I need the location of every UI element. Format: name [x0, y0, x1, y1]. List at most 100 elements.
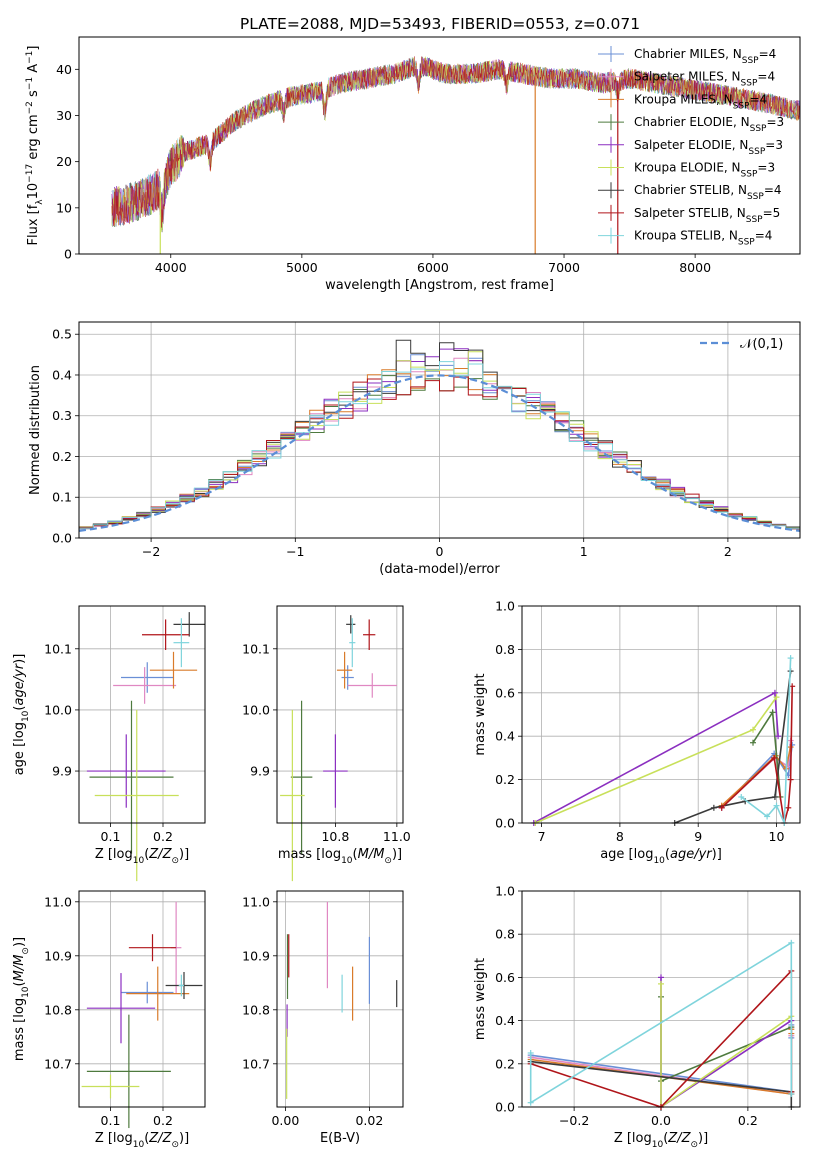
label-part: ( — [12, 981, 27, 986]
legend-entry-label: Salpeter STELIB, NSSP=5 — [634, 206, 780, 225]
x-tick-label: 7000 — [548, 260, 580, 275]
label-part: )] — [698, 1131, 708, 1146]
label-part: 10 — [133, 856, 145, 866]
label-part: Kroupa STELIB, N — [634, 229, 738, 243]
legend-entry-label: Chabrier MILES, NSSP=4 — [634, 47, 776, 66]
label-part: Z/Z — [148, 1131, 172, 1146]
x-axis-label: age [log10(age/yr)] — [600, 847, 722, 866]
y-tick-label: 0.6 — [495, 685, 515, 700]
y-tick-label: 10.7 — [44, 1056, 72, 1071]
x-axis-label: Z [log10(Z/Z⊙)] — [95, 847, 189, 866]
label-part: Chabrier STELIB, N — [634, 183, 747, 197]
label-part: Z/Z — [667, 1131, 691, 1146]
spectrum-series-line — [111, 56, 800, 232]
axes-frame — [78, 890, 206, 1108]
label-part: age [log — [12, 722, 27, 775]
y-tick-label: 1.0 — [495, 599, 515, 614]
axes-frame — [521, 890, 801, 1108]
x-tick-label: −2 — [142, 544, 160, 559]
label-part: SSP — [747, 192, 764, 202]
normal-reference-curve — [78, 374, 801, 532]
y-tick-label: 0.6 — [495, 970, 515, 985]
x-tick-label: 0.1 — [101, 829, 121, 844]
label-part: SSP — [738, 238, 755, 248]
label-part: −1 — [25, 51, 35, 64]
label-part: Kroupa ELODIE, N — [634, 161, 741, 175]
label-part: 10 — [21, 986, 31, 998]
label-part: 10 — [653, 856, 665, 866]
label-part: SSP — [733, 101, 750, 111]
y-axis-label: mass [log10(M/M⊙)] — [12, 937, 31, 1061]
x-tick-label: 0.02 — [355, 1113, 383, 1128]
label-part: A — [26, 64, 41, 77]
y-tick-label: 0.2 — [52, 449, 72, 464]
y-tick-label: 0.5 — [52, 327, 72, 342]
weight-series-line — [660, 983, 792, 1107]
y-tick-label: 0.8 — [495, 642, 515, 657]
x-axis-label: (data-model)/error — [379, 562, 500, 577]
label-part: Z [log — [95, 847, 133, 862]
y-tick-label: 0.0 — [495, 816, 515, 831]
label-part: Z [log — [95, 1131, 133, 1146]
x-tick-label: 0.1 — [101, 1113, 121, 1128]
y-axis-label: Normed distribution — [28, 365, 43, 495]
legend-entry-label: Kroupa MILES, NSSP=4 — [634, 92, 767, 111]
label-part: )] — [12, 937, 27, 947]
label-part: λ — [35, 199, 45, 205]
x-tick-label: 8 — [616, 829, 624, 844]
label-part: SSP — [748, 147, 765, 157]
x-tick-label: 7 — [538, 829, 546, 844]
legend-entry-label: Kroupa STELIB, NSSP=4 — [634, 229, 772, 248]
label-part: 10 — [133, 1140, 145, 1150]
legend-entry-label: 𝒩(0,1) — [740, 337, 783, 352]
y-tick-label: 0.1 — [52, 490, 72, 505]
weight-series-line — [534, 696, 778, 823]
weight-vs-metallicity-panel: −0.2 0.0 0.2 0.0 0.2 0.4 0.6 0.8 1.0 Z [log10(Z/Z… — [473, 884, 801, 1150]
y-tick-label: 9.9 — [250, 764, 270, 779]
label-part: =4 — [764, 183, 782, 197]
y-tick-label: 10.1 — [242, 641, 270, 656]
y-tick-label: 10.8 — [242, 1002, 270, 1017]
label-part: ] — [26, 46, 41, 51]
legend-entry-label: Kroupa ELODIE, NSSP=3 — [634, 161, 775, 180]
x-tick-label: 10 — [769, 829, 785, 844]
spectrum-series-line — [111, 56, 800, 228]
label-part: mass [log — [278, 847, 341, 862]
x-tick-label: −0.2 — [559, 1113, 589, 1128]
y-tick-label: 0.0 — [495, 1100, 515, 1115]
label-part: age/yr — [670, 847, 713, 862]
axes-frame — [521, 605, 801, 824]
age-vs-metallicity-panel: 0.1 0.29.910.010.1Z [log10(Z/Z⊙)]age [log… — [12, 605, 206, 882]
label-part: M/M — [12, 955, 27, 982]
label-part: SSP — [742, 56, 759, 66]
x-tick-label: 0.2 — [738, 1113, 758, 1128]
weight-series-line — [533, 691, 779, 823]
y-axis-label: mass weight — [473, 958, 488, 1040]
x-axis-label: mass [log10(M/M⊙)] — [278, 847, 402, 866]
label-part: =3 — [766, 115, 784, 129]
x-tick-label: 5000 — [286, 260, 318, 275]
y-axis-label: Flux [fλ10−17 erg cm−2 s−1 A−1] — [25, 46, 45, 246]
label-part: )] — [12, 654, 27, 664]
label-part: SSP — [746, 215, 763, 225]
y-tick-label: 11.0 — [44, 894, 72, 909]
label-part: ( — [144, 1131, 149, 1146]
label-part: Salpeter STELIB, N — [634, 206, 746, 220]
y-tick-label: 0.4 — [495, 1013, 515, 1028]
label-part: 10 — [21, 710, 31, 722]
label-part: ⊙ — [21, 947, 31, 955]
x-tick-label: 11.0 — [383, 829, 411, 844]
label-part: ⊙ — [171, 1140, 179, 1150]
label-part: Salpeter MILES, N — [634, 70, 741, 84]
label-part: ( — [663, 1131, 668, 1146]
weight-series-line — [721, 746, 792, 807]
x-tick-label: 0.0 — [651, 1113, 671, 1128]
y-tick-label: 10.9 — [242, 948, 270, 963]
mass-vs-extinction-panel: 0.00 0.02 10.7 10.8 10.9 11.0 E(B-V) — [242, 890, 404, 1146]
label-part: =3 — [757, 161, 775, 175]
label-part: ( — [12, 706, 27, 711]
label-part: )] — [179, 1131, 189, 1146]
y-tick-label: 1.0 — [495, 884, 515, 899]
x-axis-label: E(B-V) — [320, 1131, 360, 1146]
